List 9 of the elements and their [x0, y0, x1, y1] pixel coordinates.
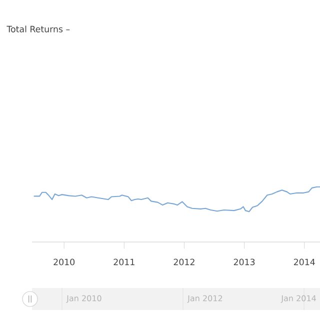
x-tick-label: 2014: [294, 258, 315, 266]
text: Jan 2014: [280, 295, 316, 303]
x-tick-label: 2011: [114, 258, 134, 266]
x-tick-label: 2012: [174, 258, 194, 266]
text: Jan 2012: [187, 295, 222, 303]
text: Jan 2010: [66, 295, 102, 303]
x-tick-label: 2010: [54, 258, 75, 266]
x-tick-label: 2013: [234, 258, 255, 266]
chart-title: Total Returns –: [6, 26, 70, 32]
